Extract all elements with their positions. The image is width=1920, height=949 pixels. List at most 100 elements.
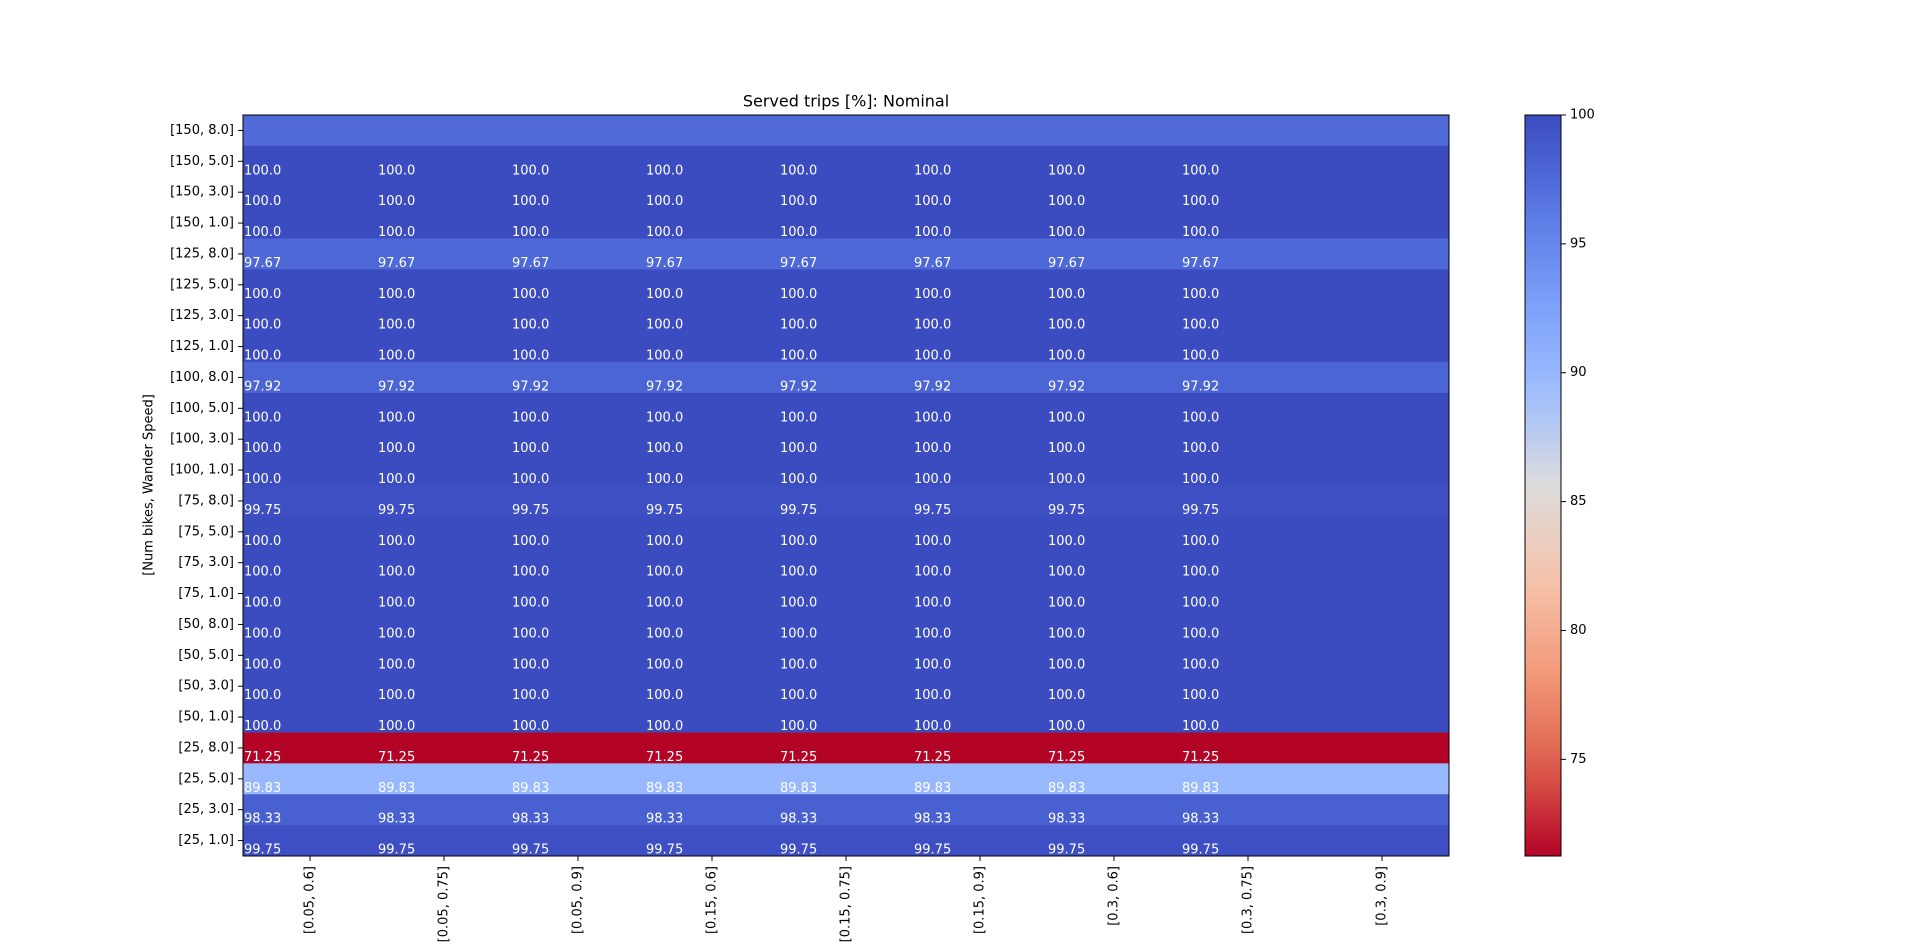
cell-label: 98.33: [1182, 812, 1219, 827]
cell-label: 97.92: [780, 379, 817, 394]
cell-label: 100.0: [378, 163, 415, 178]
heatmap-cell: [779, 578, 914, 610]
heatmap-cell: [779, 115, 914, 147]
heatmap-cell: [511, 145, 646, 178]
heatmap-cell: [1181, 423, 1316, 456]
cell-label: 100.0: [244, 472, 281, 487]
cell-label: 100.0: [914, 441, 951, 456]
cell-label: 100.0: [244, 596, 281, 611]
heatmap-cell: [645, 578, 780, 610]
heatmap-cell: [645, 639, 780, 672]
cell-label: 100.0: [244, 287, 281, 302]
heatmap-cell: [1047, 331, 1182, 363]
heatmap-cell: [1047, 269, 1182, 301]
heatmap-cell: [511, 547, 646, 579]
heatmap-cell: [779, 825, 914, 857]
cell-label: 100.0: [780, 287, 817, 302]
heatmap-cell: [243, 609, 378, 641]
heatmap-cell: [377, 547, 512, 579]
cell-label: 100.0: [244, 657, 281, 672]
heatmap-cell: [779, 485, 914, 517]
heatmap-cell: [243, 300, 378, 332]
heatmap-cell: [913, 362, 1048, 394]
heatmap-cell: [913, 392, 1048, 425]
x-tick-label: [0.15, 0.75]: [839, 866, 854, 942]
heatmap-cell: [913, 732, 1048, 764]
cell-label: 100.0: [780, 688, 817, 703]
cell-label: 100.0: [1048, 441, 1085, 456]
cell-label: 97.67: [1048, 256, 1085, 271]
cell-label: 100.0: [780, 626, 817, 641]
cell-label: 100.0: [512, 349, 549, 364]
heatmap-cell: [779, 331, 914, 363]
heatmap-cell: [511, 609, 646, 641]
heatmap-cell: [1047, 115, 1182, 147]
cell-label: 97.92: [646, 379, 683, 394]
heatmap-cell: [377, 423, 512, 456]
heatmap-cell: [913, 145, 1048, 178]
x-tick-label: [0.05, 0.6]: [303, 866, 318, 934]
heatmap-cell: [511, 454, 646, 486]
y-tick-label: [125, 5.0]: [170, 277, 234, 292]
x-tick-label: [0.15, 0.9]: [973, 866, 988, 934]
heatmap-cell: [243, 362, 378, 394]
heatmap-cell: [645, 763, 780, 795]
cell-label: 100.0: [914, 163, 951, 178]
heatmap-cell: [511, 176, 646, 209]
heatmap-cell: [377, 670, 512, 703]
heatmap-cell: [377, 392, 512, 425]
cell-label: 100.0: [780, 163, 817, 178]
cell-label: 100.0: [512, 225, 549, 240]
cell-label: 100.0: [512, 626, 549, 641]
heatmap-cell: [779, 516, 914, 548]
heatmap-cell: [243, 238, 378, 270]
y-tick-label: [25, 8.0]: [178, 740, 234, 755]
heatmap-cell: [1315, 609, 1450, 641]
cell-label: 100.0: [1048, 349, 1085, 364]
cell-label: 89.83: [1048, 781, 1085, 796]
y-tick-label: [125, 1.0]: [170, 339, 234, 354]
cell-label: 100.0: [244, 626, 281, 641]
cell-label: 100.0: [512, 410, 549, 425]
cell-label: 98.33: [1048, 812, 1085, 827]
heatmap-cell: [1315, 362, 1450, 394]
cell-label: 71.25: [914, 750, 951, 765]
heatmap-cell: [243, 485, 378, 517]
cell-label: 100.0: [378, 194, 415, 209]
cell-label: 100.0: [378, 596, 415, 611]
heatmap-cell: [1047, 732, 1182, 764]
cell-label: 100.0: [512, 719, 549, 734]
heatmap-cell: [1315, 670, 1450, 703]
cell-label: 100.0: [378, 534, 415, 549]
cell-label: 89.83: [914, 781, 951, 796]
cell-label: 100.0: [1048, 565, 1085, 580]
heatmap-cell: [1315, 176, 1450, 209]
heatmap-cell: [377, 238, 512, 270]
heatmap-cell: [1315, 238, 1450, 270]
heatmap-cell: [377, 454, 512, 486]
cell-label: 100.0: [914, 534, 951, 549]
heatmap-cell: [779, 145, 914, 178]
heatmap-cell: [243, 763, 378, 795]
cell-label: 100.0: [378, 688, 415, 703]
x-tick-label: [0.15, 0.6]: [705, 866, 720, 934]
heatmap-cell: [377, 639, 512, 672]
heatmap-cell: [645, 670, 780, 703]
heatmap-cell: [243, 176, 378, 209]
cell-label: 100.0: [780, 441, 817, 456]
cell-label: 89.83: [780, 781, 817, 796]
y-tick-label: [75, 8.0]: [178, 493, 234, 508]
heatmap-cell: [645, 362, 780, 394]
y-tick-label: [125, 8.0]: [170, 246, 234, 261]
cell-label: 100.0: [378, 349, 415, 364]
cell-label: 99.75: [646, 503, 683, 518]
cell-label: 100.0: [512, 565, 549, 580]
cell-label: 71.25: [512, 750, 549, 765]
heatmap-cell: [1181, 516, 1316, 548]
cell-label: 99.75: [512, 503, 549, 518]
cell-label: 100.0: [512, 163, 549, 178]
cell-label: 100.0: [646, 657, 683, 672]
heatmap-cell: [779, 794, 914, 826]
heatmap-cell: [913, 207, 1048, 239]
cell-label: 100.0: [1048, 318, 1085, 333]
